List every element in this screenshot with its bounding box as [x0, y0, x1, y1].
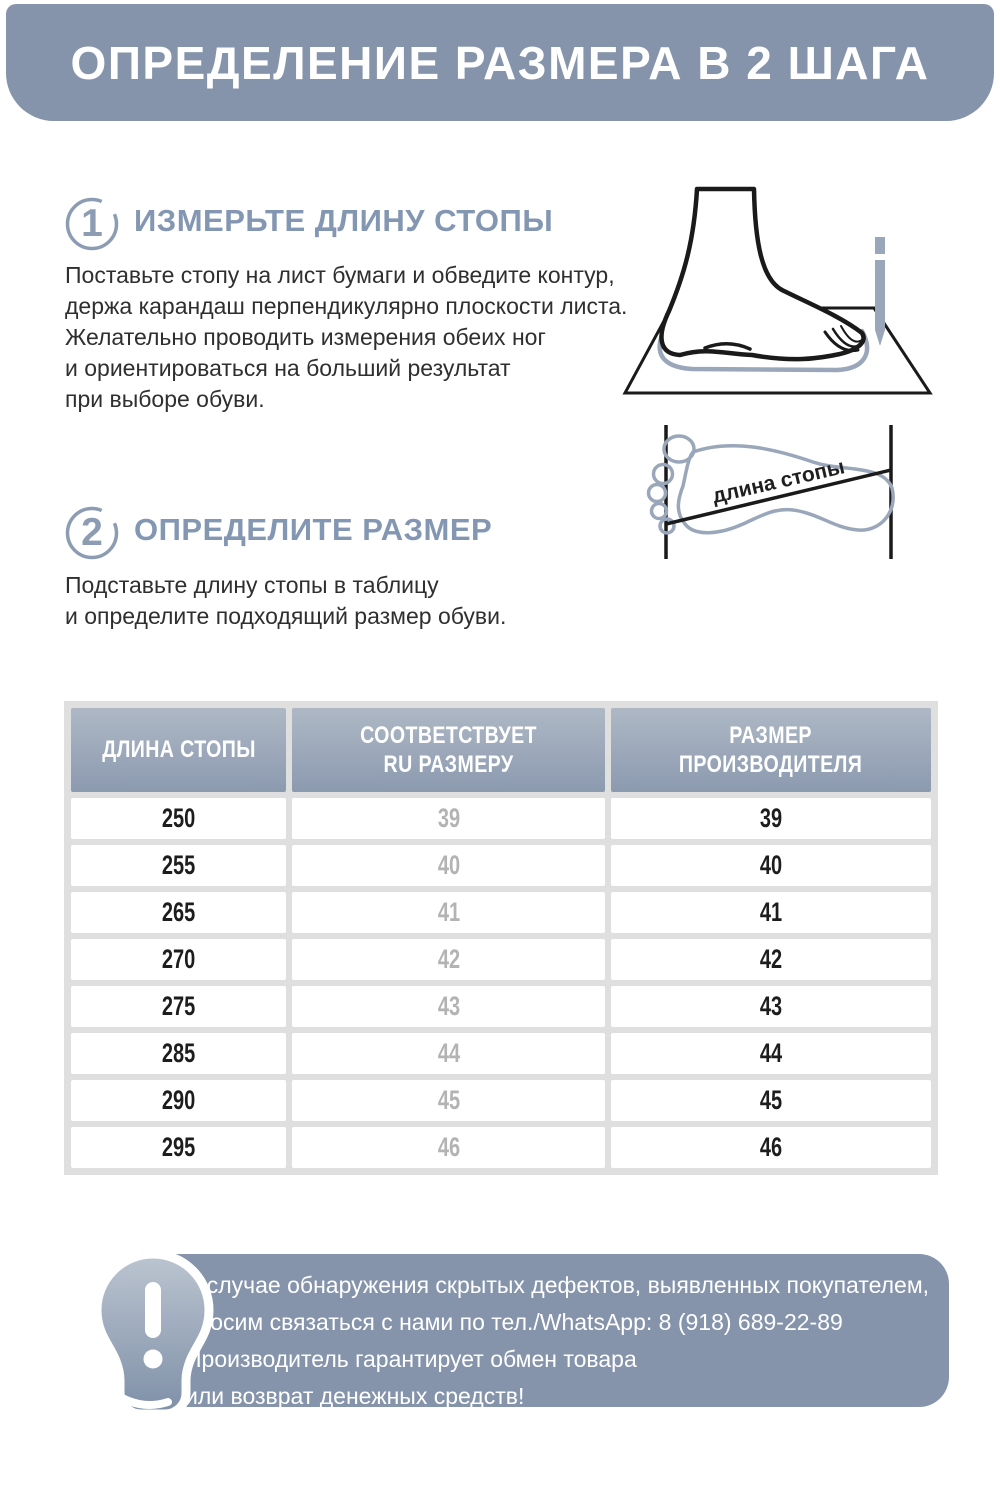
- table-cell-ru-size: 45: [292, 1080, 605, 1121]
- warranty-notice-panel: В случае обнаружения скрытых дефектов, в…: [137, 1254, 949, 1409]
- table-cell-ru-size: 40: [292, 845, 605, 886]
- table-cell-manufacturer-size: 46: [610, 1127, 931, 1168]
- table-cell-foot-length: 270: [71, 939, 287, 980]
- page-title: ОПРЕДЕЛЕНИЕ РАЗМЕРА В 2 ШАГА: [70, 36, 930, 89]
- table-cell-foot-length: 255: [71, 845, 287, 886]
- table-cell-manufacturer-size: 44: [610, 1033, 931, 1074]
- table-cell-foot-length: 250: [71, 798, 287, 839]
- table-cell-foot-length: 285: [71, 1033, 287, 1074]
- table-cell-ru-size: 44: [292, 1033, 605, 1074]
- table-cell-manufacturer-size: 43: [610, 986, 931, 1027]
- footprint-outline: [646, 434, 895, 535]
- table-cell-foot-length: 265: [71, 892, 287, 933]
- table-cell-manufacturer-size: 42: [610, 939, 931, 980]
- title-banner: ОПРЕДЕЛЕНИЕ РАЗМЕРА В 2 ШАГА: [6, 4, 994, 121]
- table-cell-manufacturer-size: 41: [610, 892, 931, 933]
- table-cell-ru-size: 39: [292, 798, 605, 839]
- lightbulb-exclamation-icon: [92, 1249, 214, 1419]
- table-cell-ru-size: 46: [292, 1127, 605, 1168]
- step-2-number: 2: [81, 511, 103, 554]
- table-cell-foot-length: 295: [71, 1127, 287, 1168]
- step-2-instructions: Подставьте длину стопы в таблицу и опреде…: [65, 572, 507, 629]
- step-1-heading: ИЗМЕРЬТЕ ДЛИНУ СТОПЫ: [134, 203, 554, 238]
- table-cell-ru-size: 42: [292, 939, 605, 980]
- size-table: ДЛИНА СТОПЫ СООТВЕТСТВУЕТ RU РАЗМЕРУ РАЗМ…: [64, 701, 938, 1175]
- warranty-notice-text: В случае обнаружения скрытых дефектов, в…: [185, 1272, 930, 1409]
- step-1-instructions: Поставьте стопу на лист бумаги и обведит…: [65, 262, 628, 412]
- foot-length-illustration: длина стопы: [646, 425, 895, 559]
- pencil-icon: [875, 237, 885, 346]
- size-table-header-manufacturer-size: РАЗМЕР ПРОИЗВОДИТЕЛЯ: [610, 708, 931, 792]
- size-table-header-ru-size: СООТВЕТСТВУЕТ RU РАЗМЕРУ: [292, 708, 605, 792]
- table-cell-ru-size: 43: [292, 986, 605, 1027]
- table-cell-foot-length: 275: [71, 986, 287, 1027]
- foot-on-paper-illustration: [622, 186, 933, 395]
- foot-length-label: длина стопы: [710, 455, 847, 508]
- step-1-number-badge: 1: [64, 196, 120, 252]
- table-cell-manufacturer-size: 39: [610, 798, 931, 839]
- step-1-number: 1: [81, 202, 103, 245]
- table-cell-manufacturer-size: 40: [610, 845, 931, 886]
- table-cell-manufacturer-size: 45: [610, 1080, 931, 1121]
- step-circle-icon: [65, 506, 119, 560]
- step-circle-icon: [65, 197, 119, 251]
- size-table-header-foot-length: ДЛИНА СТОПЫ: [71, 708, 287, 792]
- table-cell-foot-length: 290: [71, 1080, 287, 1121]
- table-cell-ru-size: 41: [292, 892, 605, 933]
- step-2-heading: ОПРЕДЕЛИТЕ РАЗМЕР: [134, 512, 493, 547]
- step-2-number-badge: 2: [64, 505, 120, 561]
